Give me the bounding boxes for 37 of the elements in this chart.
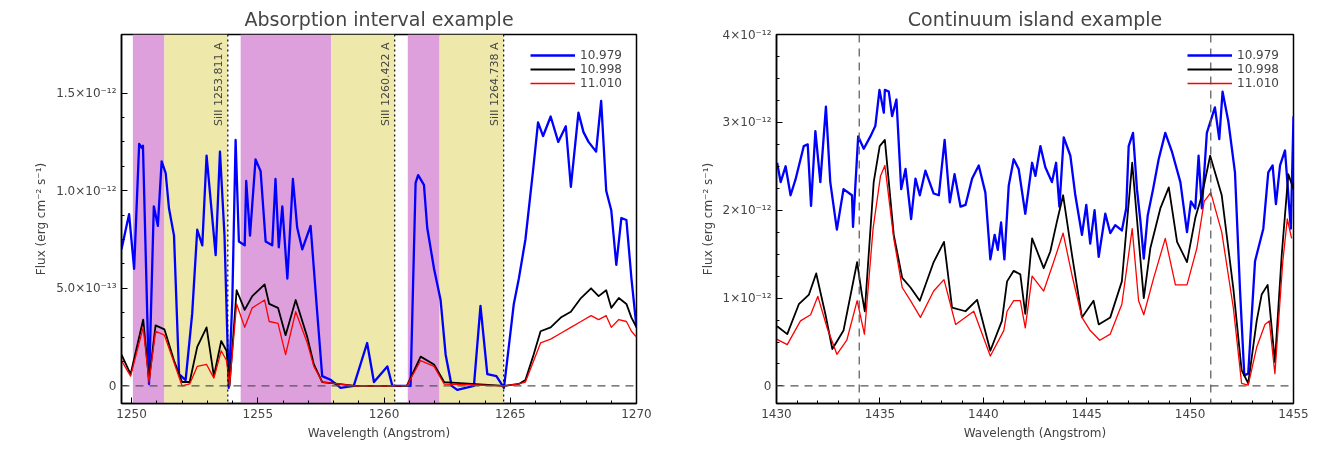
y-tick-label: 4×10⁻¹² [722, 27, 772, 42]
x-tick-label: 1440 [968, 406, 999, 421]
x-tick-label: 1455 [1278, 406, 1309, 421]
legend-label: 10.998 [580, 62, 622, 76]
ref-line-label: SiII 1260.422 A [378, 42, 392, 127]
y-axis-title: Flux (erg cm⁻² s⁻¹) [34, 162, 49, 276]
ref-line-label: SiII 1253.811 A [211, 42, 225, 127]
x-tick-label: 1255 [242, 406, 274, 421]
y-tick-label: 0 [763, 378, 772, 393]
x-tick-label: 1430 [761, 406, 792, 421]
x-axis-title: Wavelength (Angstrom) [963, 425, 1107, 440]
x-tick-label: 1445 [1071, 406, 1102, 421]
y-tick-label: 1×10⁻¹² [722, 291, 772, 306]
y-tick-label: 1.5×10⁻¹² [56, 86, 117, 101]
x-tick-label: 1450 [1174, 406, 1206, 421]
x-tick-label: 1270 [621, 406, 652, 421]
line-series [776, 88, 1294, 377]
y-tick-label: 1.0×10⁻¹² [56, 183, 117, 198]
legend-label: 10.979 [1237, 48, 1279, 62]
ref-line-label: SiII 1264.738 A [487, 42, 501, 127]
line-series [121, 299, 637, 387]
legend-label: 11.010 [580, 76, 622, 90]
y-tick-label: 2×10⁻¹² [722, 203, 772, 218]
x-tick-label: 1250 [116, 406, 147, 421]
y-axis-title: Flux (erg cm⁻² s⁻¹) [700, 162, 715, 276]
legend-label: 11.010 [1237, 76, 1279, 90]
y-tick-label: 0 [108, 378, 117, 393]
legend-label: 10.979 [580, 48, 622, 62]
x-tick-label: 1265 [495, 406, 526, 421]
y-tick-label: 5.0×10⁻¹³ [56, 281, 117, 296]
chart-title: Continuum island example [907, 7, 1163, 30]
chart-title: Absorption interval example [244, 7, 514, 30]
y-tick-label: 3×10⁻¹² [722, 115, 772, 130]
legend-label: 10.998 [1237, 62, 1279, 76]
x-axis-title: Wavelength (Angstrom) [307, 425, 451, 440]
x-tick-label: 1260 [368, 406, 400, 421]
x-tick-label: 1435 [864, 406, 896, 421]
